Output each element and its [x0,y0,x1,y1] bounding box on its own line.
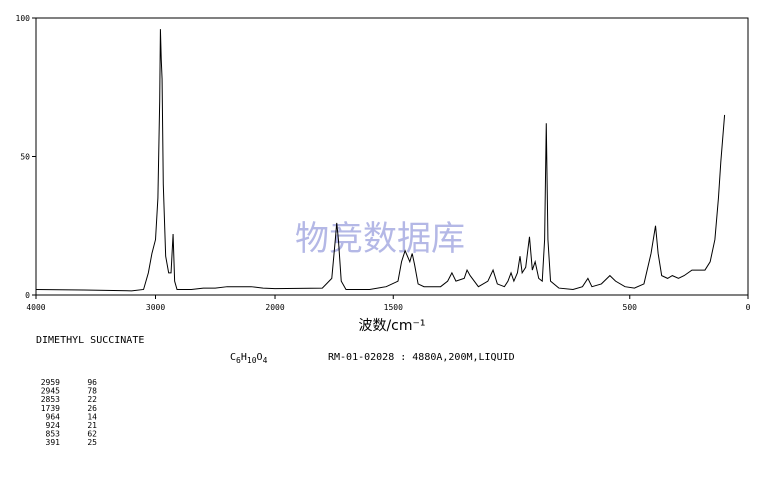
peak-wavenumber: 924 [46,421,61,430]
peak-intensity: 26 [87,404,97,413]
x-tick-label: 1500 [384,303,403,312]
formula-element: C [230,352,236,363]
x-tick-label: 4000 [26,303,45,312]
peak-intensity: 78 [87,387,97,396]
x-tick-label: 3000 [146,303,165,312]
y-tick-label: 100 [16,14,31,23]
formula: C6H10O4 [230,352,268,365]
x-tick-label: 2000 [265,303,284,312]
formula-subscript: 10 [247,356,257,365]
peak-wavenumber: 391 [46,438,61,447]
formula-element: H [241,352,247,363]
sample-info: RM-01-02028 : 4880A,200M,LIQUID [328,352,515,363]
compound-name: DIMETHYL SUCCINATE [36,335,144,346]
peak-wavenumber: 1739 [41,404,60,413]
peak-wavenumber: 2945 [41,387,60,396]
spectrum-line [35,29,726,292]
y-tick-label: 0 [25,291,30,300]
formula-subscript: 6 [236,356,241,365]
peak-wavenumber: 964 [46,412,61,421]
x-tick-label: 0 [746,303,751,312]
peak-wavenumber: 2853 [41,395,60,404]
x-axis-label: 波数/cm⁻¹ [358,318,425,334]
peak-wavenumber: 2959 [41,378,60,387]
peak-intensity: 14 [87,412,97,421]
peak-wavenumber: 853 [46,430,61,439]
peak-intensity: 25 [87,438,97,447]
peak-intensity: 22 [87,395,97,404]
x-tick-label: 500 [623,303,638,312]
y-tick-label: 50 [20,153,30,162]
peak-intensity: 21 [87,421,97,430]
formula-subscript: 4 [263,356,268,365]
formula-element: O [257,352,263,363]
watermark: 物竞数据库 [295,219,465,259]
peak-intensity: 96 [87,378,97,387]
peak-intensity: 62 [87,430,97,439]
